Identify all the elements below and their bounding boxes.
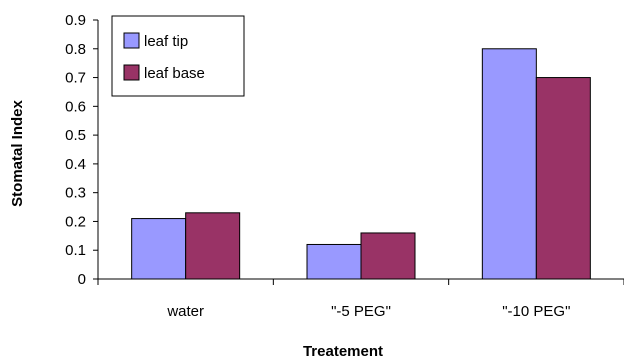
x-axis-ticks: water "-5 PEG" "-10 PEG" — [97, 279, 624, 320]
bar-leaf-base-1 — [360, 232, 416, 280]
bar-leaf-tip-1 — [306, 243, 362, 280]
x-tick-label: water — [166, 303, 204, 320]
y-tick-label: 0.9 — [65, 12, 86, 29]
y-tick-label: 0.7 — [65, 70, 86, 87]
y-tick-label: 0.2 — [65, 213, 86, 230]
y-tick-label: 0.3 — [65, 185, 86, 202]
y-tick-label: 0 — [78, 271, 86, 288]
bar-leaf-base-2 — [535, 77, 591, 280]
y-tick-label: 0.4 — [65, 156, 86, 173]
bar-leaf-base-0 — [185, 212, 241, 280]
x-axis-title: Treatement — [303, 343, 383, 360]
y-tick-label: 0.5 — [65, 127, 86, 144]
y-tick-label: 0.6 — [65, 98, 86, 115]
y-tick-label: 0.1 — [65, 242, 86, 259]
legend-box — [111, 15, 245, 97]
y-tick-label: 0.8 — [65, 41, 86, 58]
legend-label: leaf tip — [144, 33, 188, 50]
legend-swatch — [123, 64, 140, 81]
x-tick-label: "-10 PEG" — [502, 303, 570, 320]
bar-leaf-tip-2 — [481, 48, 537, 280]
bar-leaf-tip-0 — [131, 218, 187, 280]
y-axis-title: Stomatal Index — [9, 100, 26, 207]
legend-swatch — [123, 32, 140, 49]
legend: leaf tip leaf base — [111, 15, 245, 97]
legend-label: leaf base — [144, 65, 205, 82]
x-tick-label: "-5 PEG" — [331, 303, 391, 320]
y-axis-ticks: 0 0.1 0.2 0.3 0.4 0.5 0.6 0.7 0.8 0.9 — [65, 12, 98, 288]
